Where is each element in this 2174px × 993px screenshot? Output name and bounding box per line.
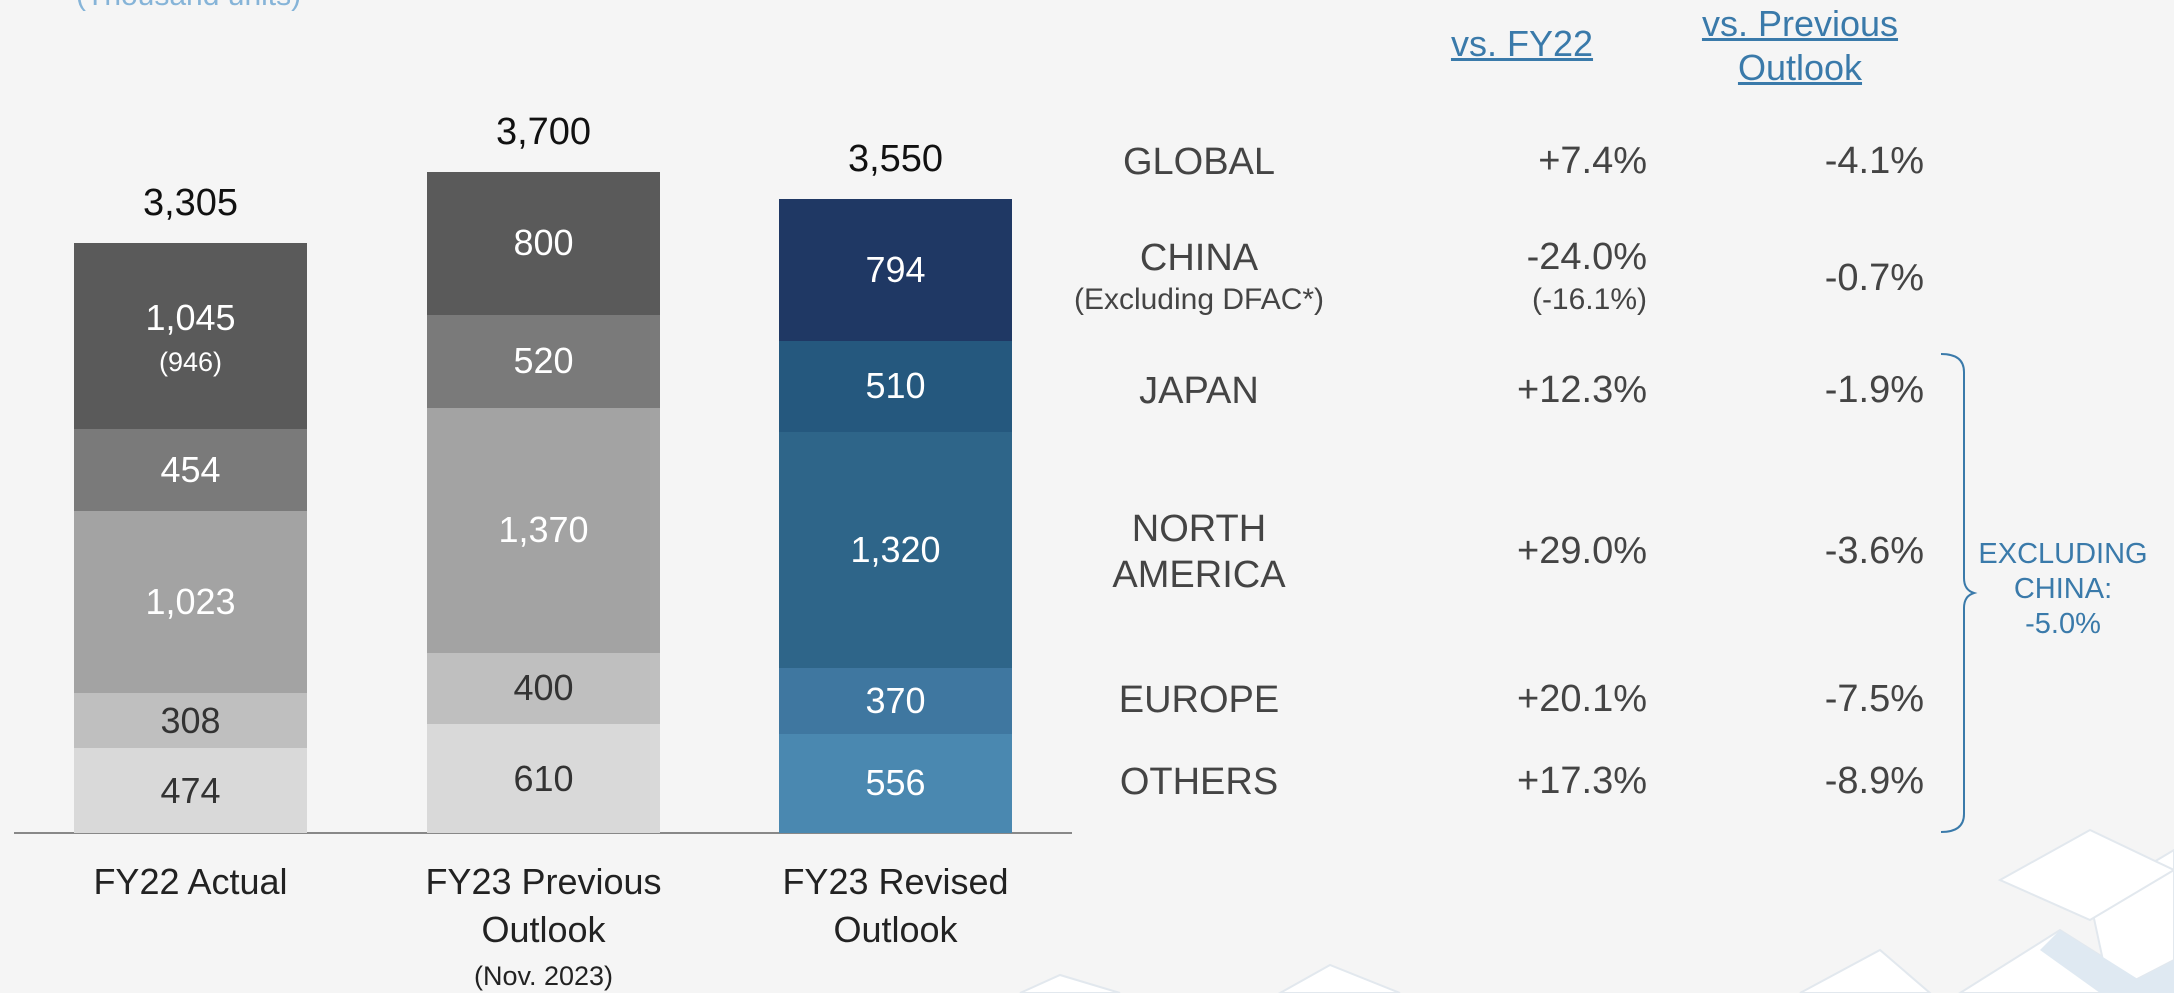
segment-label: 454 xyxy=(74,448,307,491)
vs-previous: -0.7% xyxy=(1724,256,1924,302)
segment-label: 1,370 xyxy=(427,508,660,551)
region-label: JAPAN xyxy=(1079,368,1319,414)
total-label: 3,550 xyxy=(779,137,1012,183)
segment-label: 1,320 xyxy=(779,528,1012,571)
bracket-label: EXCLUDING CHINA: -5.0% xyxy=(1973,537,2153,642)
region-label: NORTH AMERICA xyxy=(1079,506,1319,598)
category-note: (Nov. 2023) xyxy=(409,960,679,992)
segment-label: 794 xyxy=(779,248,1012,291)
total-label: 3,305 xyxy=(74,181,307,227)
segment-note: (946) xyxy=(74,346,307,378)
region-label: EUROPE xyxy=(1079,677,1319,723)
vs-fy22-note: (-16.1%) xyxy=(1447,282,1647,318)
segment-label: 510 xyxy=(779,364,1012,407)
vs-fy22: -24.0% xyxy=(1447,235,1647,281)
region-note: (Excluding DFAC*) xyxy=(1039,282,1359,318)
region-label: CHINA xyxy=(1079,235,1319,281)
column-header: vs. Previous Outlook xyxy=(1690,2,1910,90)
vs-fy22: +29.0% xyxy=(1447,529,1647,575)
vs-fy22: +17.3% xyxy=(1447,759,1647,805)
vs-previous: -3.6% xyxy=(1724,529,1924,575)
segment-label: 800 xyxy=(427,221,660,264)
category-label: FY23 Revised Outlook xyxy=(761,858,1031,954)
segment-label: 370 xyxy=(779,679,1012,722)
slide: (Thousand units) 474 308 1,023 454 1,045 (946… xyxy=(0,0,2174,993)
segment-label: 474 xyxy=(74,769,307,812)
vs-previous: -4.1% xyxy=(1724,139,1924,185)
vs-fy22: +12.3% xyxy=(1447,368,1647,414)
segment-label: 610 xyxy=(427,757,660,800)
segment-label: 400 xyxy=(427,666,660,709)
vs-fy22: +7.4% xyxy=(1447,139,1647,185)
cube-decoration xyxy=(1020,830,2174,993)
segment-label: 1,023 xyxy=(74,580,307,623)
segment-label: 1,045 xyxy=(74,296,307,339)
region-label: OTHERS xyxy=(1079,759,1319,805)
vs-fy22: +20.1% xyxy=(1447,677,1647,723)
vs-previous: -7.5% xyxy=(1724,677,1924,723)
bracket xyxy=(1941,354,1974,832)
segment-label: 556 xyxy=(779,761,1012,804)
segment-label: 308 xyxy=(74,699,307,742)
segment-label: 520 xyxy=(427,339,660,382)
vs-previous: -1.9% xyxy=(1724,368,1924,414)
vs-previous: -8.9% xyxy=(1724,759,1924,805)
unit-note: (Thousand units) xyxy=(76,0,301,14)
region-label: GLOBAL xyxy=(1079,139,1319,185)
column-header: vs. FY22 xyxy=(1412,22,1632,65)
total-label: 3,700 xyxy=(427,110,660,156)
category-label: FY23 Previous Outlook xyxy=(409,858,679,954)
category-label: FY22 Actual xyxy=(56,858,326,906)
